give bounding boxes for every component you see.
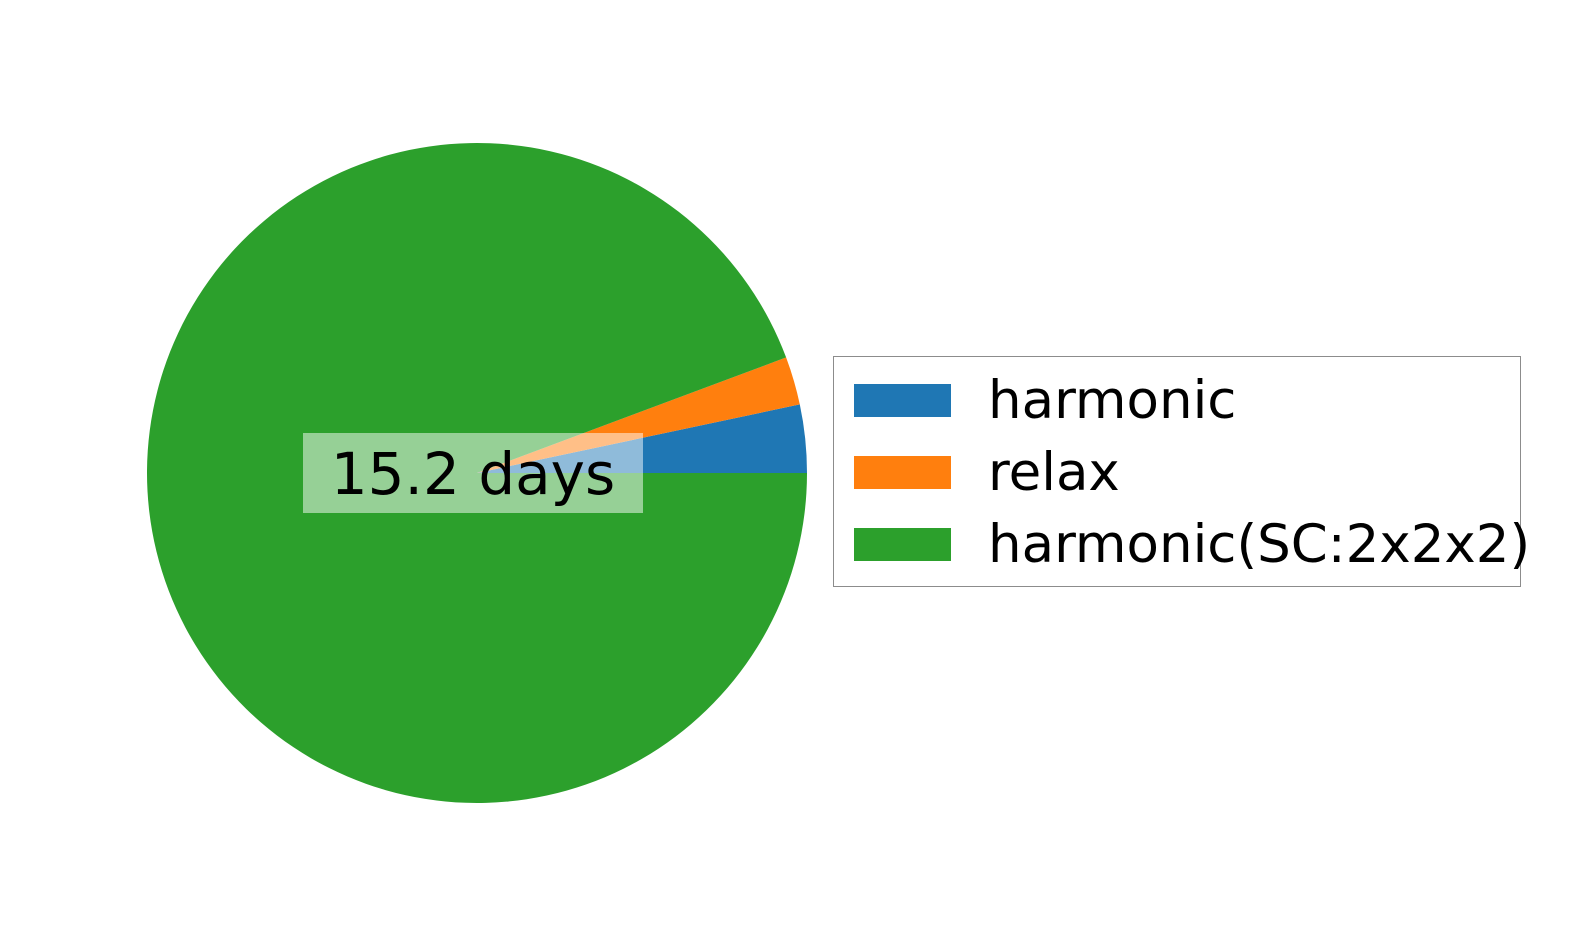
center-annotation-background [303,433,643,513]
legend-entry-relax[interactable]: relax [854,441,1120,503]
legend-label-harmonic: harmonic [988,369,1237,431]
legend-swatch-relax [854,455,951,489]
legend: harmonic relax harmonic(SC:2x2x2) [833,356,1530,587]
legend-label-harmonic-sc-2x2x2: harmonic(SC:2x2x2) [988,513,1531,575]
center-annotation-label: 15.2 days [331,440,615,508]
legend-entry-harmonic-sc-2x2x2[interactable]: harmonic(SC:2x2x2) [854,513,1530,575]
legend-entry-harmonic[interactable]: harmonic [854,369,1236,431]
legend-label-relax: relax [988,441,1120,503]
legend-swatch-harmonic-sc-2x2x2 [854,527,951,561]
center-annotation-group: 15.2 days [303,433,643,513]
legend-swatch-harmonic [854,383,951,417]
legend-entries: harmonic relax harmonic(SC:2x2x2) [834,357,1530,586]
